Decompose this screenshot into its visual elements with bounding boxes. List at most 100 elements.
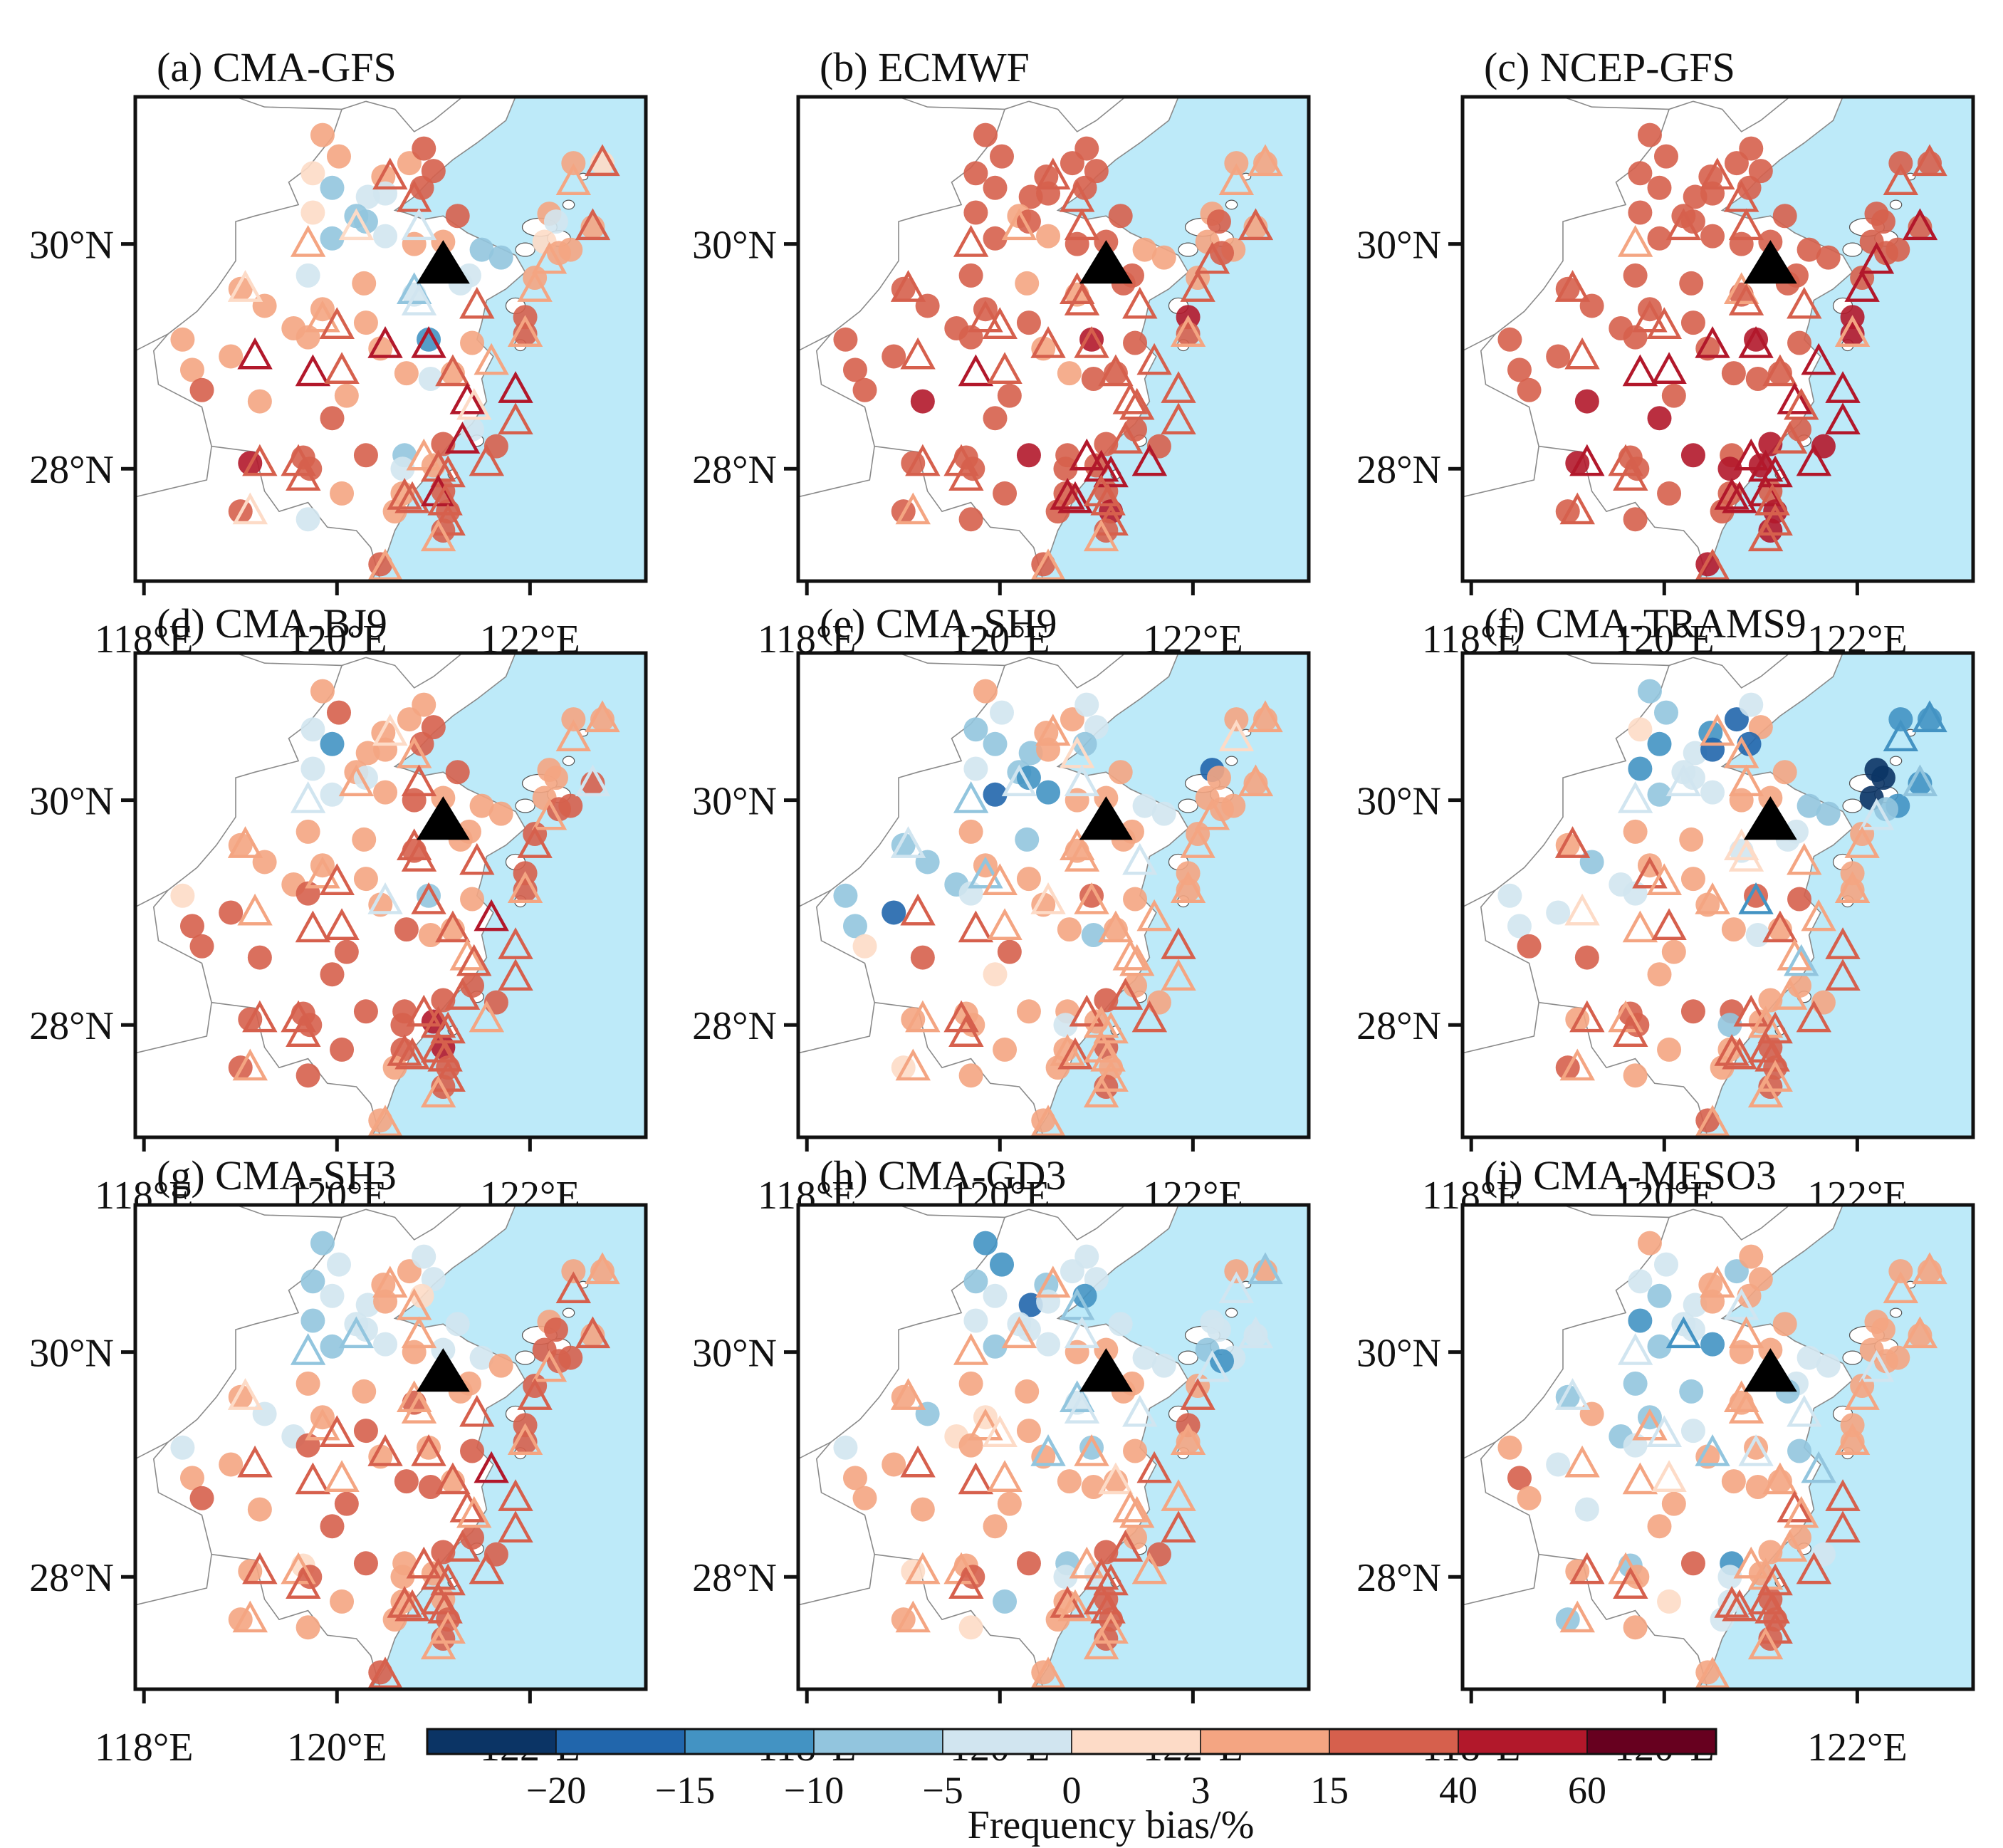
station-circle — [1748, 159, 1773, 184]
station-triangle — [1122, 842, 1158, 875]
station-circle — [368, 1444, 393, 1469]
station-triangle — [401, 283, 437, 315]
station-triangle — [1569, 444, 1605, 476]
station-triangle — [498, 927, 533, 959]
station-circle — [368, 892, 393, 917]
colorbar-cells — [426, 1728, 1717, 1755]
station-circle — [1628, 756, 1653, 781]
station-circle — [1081, 367, 1106, 392]
station-triangle — [1728, 840, 1764, 872]
station-triangle — [1194, 241, 1230, 274]
station-circle — [963, 717, 988, 742]
y-tick-label: 30°N — [692, 1332, 777, 1376]
station-triangle — [394, 1589, 430, 1622]
station-circle — [910, 945, 935, 970]
y-tick-label: 28°N — [1356, 1556, 1441, 1600]
station-circle — [1637, 679, 1662, 704]
station-triangle — [420, 519, 456, 552]
map-area — [1463, 97, 1973, 581]
station-circle — [469, 793, 494, 818]
station-triangle — [1825, 402, 1861, 435]
station-circle — [1647, 782, 1672, 807]
station-triangle — [1762, 1462, 1798, 1495]
station-circle — [469, 1345, 494, 1370]
station-triangle — [1695, 548, 1730, 581]
station-circle — [352, 1379, 377, 1404]
station-circle — [983, 1514, 1008, 1539]
station-triangle — [1194, 798, 1230, 830]
station-circle — [353, 443, 378, 468]
station-circle — [1084, 715, 1109, 740]
colorbar-tick-label: −5 — [922, 1769, 963, 1812]
station-circle — [1745, 367, 1770, 392]
station-circle — [170, 1435, 195, 1460]
colorbar-cell — [942, 1728, 1072, 1755]
station-circle — [1739, 692, 1764, 717]
station-circle — [997, 383, 1022, 408]
station-circle — [1797, 1345, 1821, 1370]
station-triangle — [1825, 927, 1861, 959]
station-circle — [1748, 1267, 1773, 1292]
station-triangle — [1064, 208, 1100, 241]
station-triangle — [435, 354, 471, 387]
reference-triangle — [416, 240, 470, 284]
station-triangle — [1834, 871, 1871, 903]
station-triangle — [286, 1015, 321, 1047]
map-area — [1463, 1205, 1973, 1689]
station-triangle — [1722, 1589, 1757, 1622]
station-circle — [1015, 827, 1040, 852]
station-triangle — [1564, 337, 1600, 370]
island — [1178, 1350, 1198, 1365]
station-triangle — [281, 1000, 316, 1033]
station-circle — [1744, 1435, 1769, 1460]
station-triangle — [1608, 1552, 1643, 1585]
colorbar-title: Frequency bias/% — [968, 1803, 1255, 1847]
station-circle — [1871, 1317, 1895, 1342]
station-circle — [296, 1063, 320, 1088]
station-triangle — [1757, 1612, 1793, 1644]
station-triangle — [232, 1600, 268, 1633]
map-area — [135, 653, 646, 1137]
station-triangle — [1035, 1265, 1071, 1298]
station-triangle — [1180, 826, 1215, 858]
station-triangle — [1714, 1034, 1750, 1066]
reference-triangle — [416, 1348, 470, 1392]
station-circle — [247, 389, 272, 414]
map-area — [135, 1205, 646, 1689]
station-triangle — [498, 1510, 533, 1543]
station-triangle — [507, 871, 543, 903]
station-circle — [1737, 1283, 1762, 1308]
station-circle — [1680, 310, 1705, 335]
station-triangle — [286, 1567, 321, 1599]
map-area — [798, 97, 1309, 581]
station-circle — [1888, 707, 1913, 732]
station-circle — [219, 900, 244, 925]
station-triangle — [406, 438, 441, 471]
station-circle — [320, 406, 345, 431]
reference-triangle — [1079, 796, 1133, 840]
station-triangle — [411, 1434, 446, 1466]
station-circle — [1647, 1514, 1672, 1539]
station-circle — [1016, 867, 1041, 892]
station-circle — [296, 819, 320, 844]
station-triangle — [469, 444, 505, 476]
station-circle — [1647, 1334, 1672, 1359]
station-triangle — [968, 1408, 1003, 1441]
station-triangle — [406, 994, 441, 1027]
station-circle — [983, 175, 1008, 200]
station-triangle — [1131, 444, 1168, 476]
station-circle — [1507, 357, 1532, 382]
station-triangle — [958, 354, 994, 387]
station-triangle — [1238, 764, 1274, 797]
colorbar-tick-label: 40 — [1439, 1769, 1478, 1812]
station-triangle — [469, 1000, 505, 1033]
station-circle — [910, 389, 935, 414]
station-triangle — [1564, 1445, 1600, 1478]
station-triangle — [507, 315, 543, 347]
station-triangle — [449, 382, 485, 414]
station-triangle — [456, 944, 492, 976]
y-tick-label: 30°N — [692, 224, 777, 268]
station-triangle — [338, 1316, 375, 1349]
